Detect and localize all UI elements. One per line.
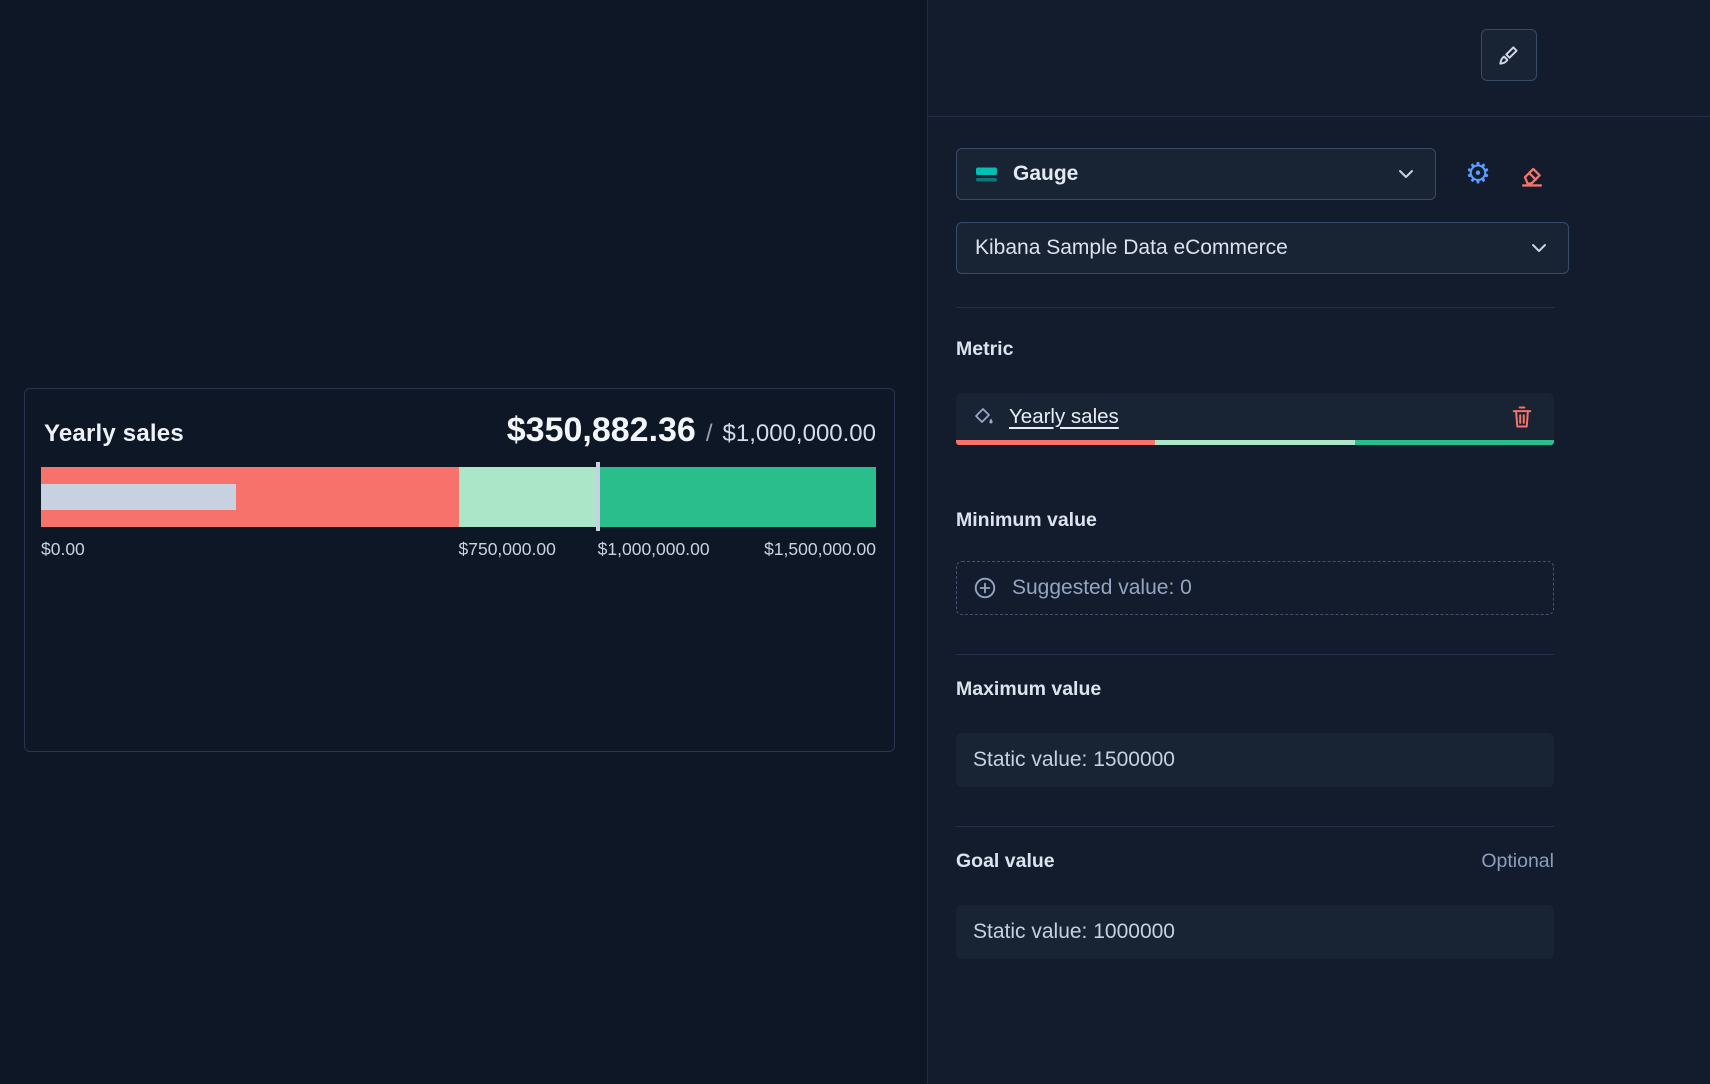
trash-icon bbox=[1510, 404, 1534, 430]
gauge-tick-label: $0.00 bbox=[41, 539, 85, 559]
data-view-select[interactable]: Kibana Sample Data eCommerce bbox=[956, 222, 1569, 274]
chevron-down-icon bbox=[1395, 163, 1417, 185]
brush-button[interactable] bbox=[1481, 29, 1537, 81]
goal-optional-label: Optional bbox=[1481, 850, 1554, 872]
delete-metric-button[interactable] bbox=[1504, 399, 1540, 435]
value-goal-separator: / bbox=[705, 420, 713, 447]
config-panel-header bbox=[928, 0, 1710, 117]
settings-button[interactable]: ⚙ bbox=[1458, 154, 1498, 194]
maximum-value-label: Static value: 1500000 bbox=[973, 748, 1175, 771]
chart-type-select[interactable]: Gauge bbox=[956, 148, 1436, 200]
paint-bucket-icon bbox=[972, 405, 996, 429]
divider bbox=[956, 307, 1554, 308]
palette-strip-segment bbox=[1155, 440, 1355, 445]
metric-section-label: Metric bbox=[956, 338, 1014, 360]
gauge-tick-label: $1,000,000.00 bbox=[597, 539, 710, 559]
minimum-value-label: Suggested value: 0 bbox=[1012, 576, 1192, 599]
clear-layer-button[interactable] bbox=[1512, 154, 1552, 194]
config-panel: Gauge ⚙ bbox=[927, 0, 1710, 1084]
metric-field-row[interactable]: Yearly sales bbox=[956, 393, 1554, 440]
divider bbox=[956, 654, 1554, 655]
brush-icon bbox=[1496, 42, 1522, 68]
gauge-band bbox=[458, 467, 598, 527]
chart-type-label: Gauge bbox=[1013, 162, 1079, 185]
chart-type-row: Gauge ⚙ bbox=[956, 148, 1710, 200]
palette-strip-segment bbox=[956, 440, 1156, 445]
workspace: Yearly sales $350,882.36 / $1,000,000.00… bbox=[24, 388, 895, 752]
gauge-bands bbox=[41, 467, 876, 527]
gauge-tick-label: $1,500,000.00 bbox=[764, 539, 876, 559]
config-panel-body: Gauge ⚙ bbox=[928, 117, 1710, 959]
plus-circle-icon bbox=[973, 576, 997, 600]
gauge-icon bbox=[975, 164, 999, 184]
gauge-band bbox=[597, 467, 876, 527]
chart-goal-value: $1,000,000.00 bbox=[722, 420, 876, 447]
goal-label-row: Goal value Optional bbox=[956, 850, 1554, 873]
palette-strip-segment bbox=[1354, 440, 1554, 445]
gauge bbox=[41, 462, 876, 531]
chart-current-value: $350,882.36 bbox=[506, 411, 696, 449]
goal-section-label: Goal value bbox=[956, 850, 1055, 872]
chart-header: Yearly sales $350,882.36 / $1,000,000.00 bbox=[41, 411, 876, 450]
gear-icon: ⚙ bbox=[1465, 157, 1491, 190]
maximum-value-button[interactable]: Static value: 1500000 bbox=[956, 733, 1554, 787]
metric-palette-strip bbox=[956, 440, 1554, 445]
gauge-tick-label: $750,000.00 bbox=[458, 539, 556, 559]
minimum-section-label: Minimum value bbox=[956, 509, 1097, 531]
eraser-icon bbox=[1518, 160, 1546, 188]
chart-title: Yearly sales bbox=[44, 420, 184, 447]
gauge-tick-labels: $0.00 $750,000.00 $1,000,000.00 $1,500,000.… bbox=[41, 539, 876, 561]
maximum-section-label: Maximum value bbox=[956, 678, 1102, 700]
goal-value-button[interactable]: Static value: 1000000 bbox=[956, 905, 1554, 959]
gauge-goal-marker bbox=[595, 462, 600, 531]
chevron-down-icon bbox=[1528, 237, 1550, 259]
data-view-label: Kibana Sample Data eCommerce bbox=[975, 236, 1288, 259]
gauge-value-bar bbox=[41, 484, 237, 510]
minimum-value-button[interactable]: Suggested value: 0 bbox=[956, 561, 1554, 615]
divider bbox=[956, 826, 1554, 827]
chart-value-group: $350,882.36 / $1,000,000.00 bbox=[507, 411, 876, 450]
gauge-chart-panel: Yearly sales $350,882.36 / $1,000,000.00… bbox=[24, 388, 895, 752]
metric-field-link[interactable]: Yearly sales bbox=[1009, 404, 1119, 428]
goal-value-label: Static value: 1000000 bbox=[973, 920, 1175, 943]
